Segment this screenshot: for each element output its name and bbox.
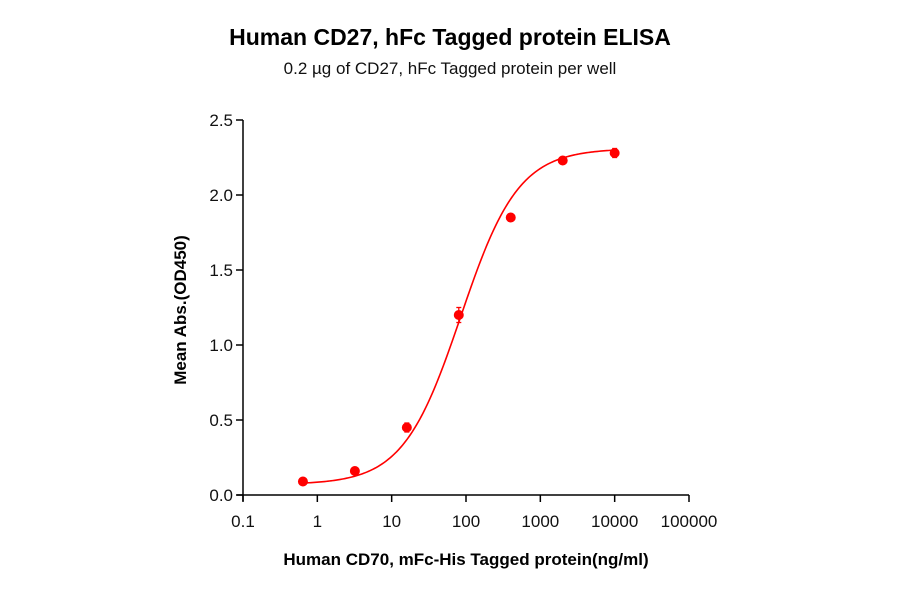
data-point (297, 476, 308, 487)
data-point (401, 422, 412, 433)
data-point (609, 148, 620, 158)
x-tick-label: 10 (382, 512, 401, 531)
x-tick-label: 1000 (521, 512, 559, 531)
y-tick-label: 0.5 (209, 411, 233, 430)
data-point (505, 212, 516, 223)
x-tick-label: 100 (452, 512, 480, 531)
y-tick-label: 1.5 (209, 261, 233, 280)
x-tick-label: 0.1 (231, 512, 255, 531)
data-point (557, 155, 568, 166)
plot-area (297, 147, 620, 487)
y-tick-label: 2.5 (209, 111, 233, 130)
chart-title: Human CD27, hFc Tagged protein ELISA (229, 24, 671, 50)
x-axis-title: Human CD70, mFc-His Tagged protein(ng/ml… (283, 550, 648, 569)
x-tick-label: 1 (313, 512, 322, 531)
x-tick-label: 100000 (661, 512, 718, 531)
chart-subtitle: 0.2 µg of CD27, hFc Tagged protein per w… (283, 59, 617, 78)
axes: 0.0 0.5 1.0 1.5 2.0 2.5 0.1 1 10 100 1000 10000 1000… (209, 111, 717, 531)
y-tick-label: 1.0 (209, 336, 233, 355)
y-tick-label: 0.0 (209, 486, 233, 505)
y-tick-label: 2.0 (209, 186, 233, 205)
data-point (349, 466, 360, 476)
x-tick-label: 10000 (591, 512, 638, 531)
data-point (453, 310, 464, 320)
y-axis-title: Mean Abs.(OD450) (171, 235, 190, 385)
